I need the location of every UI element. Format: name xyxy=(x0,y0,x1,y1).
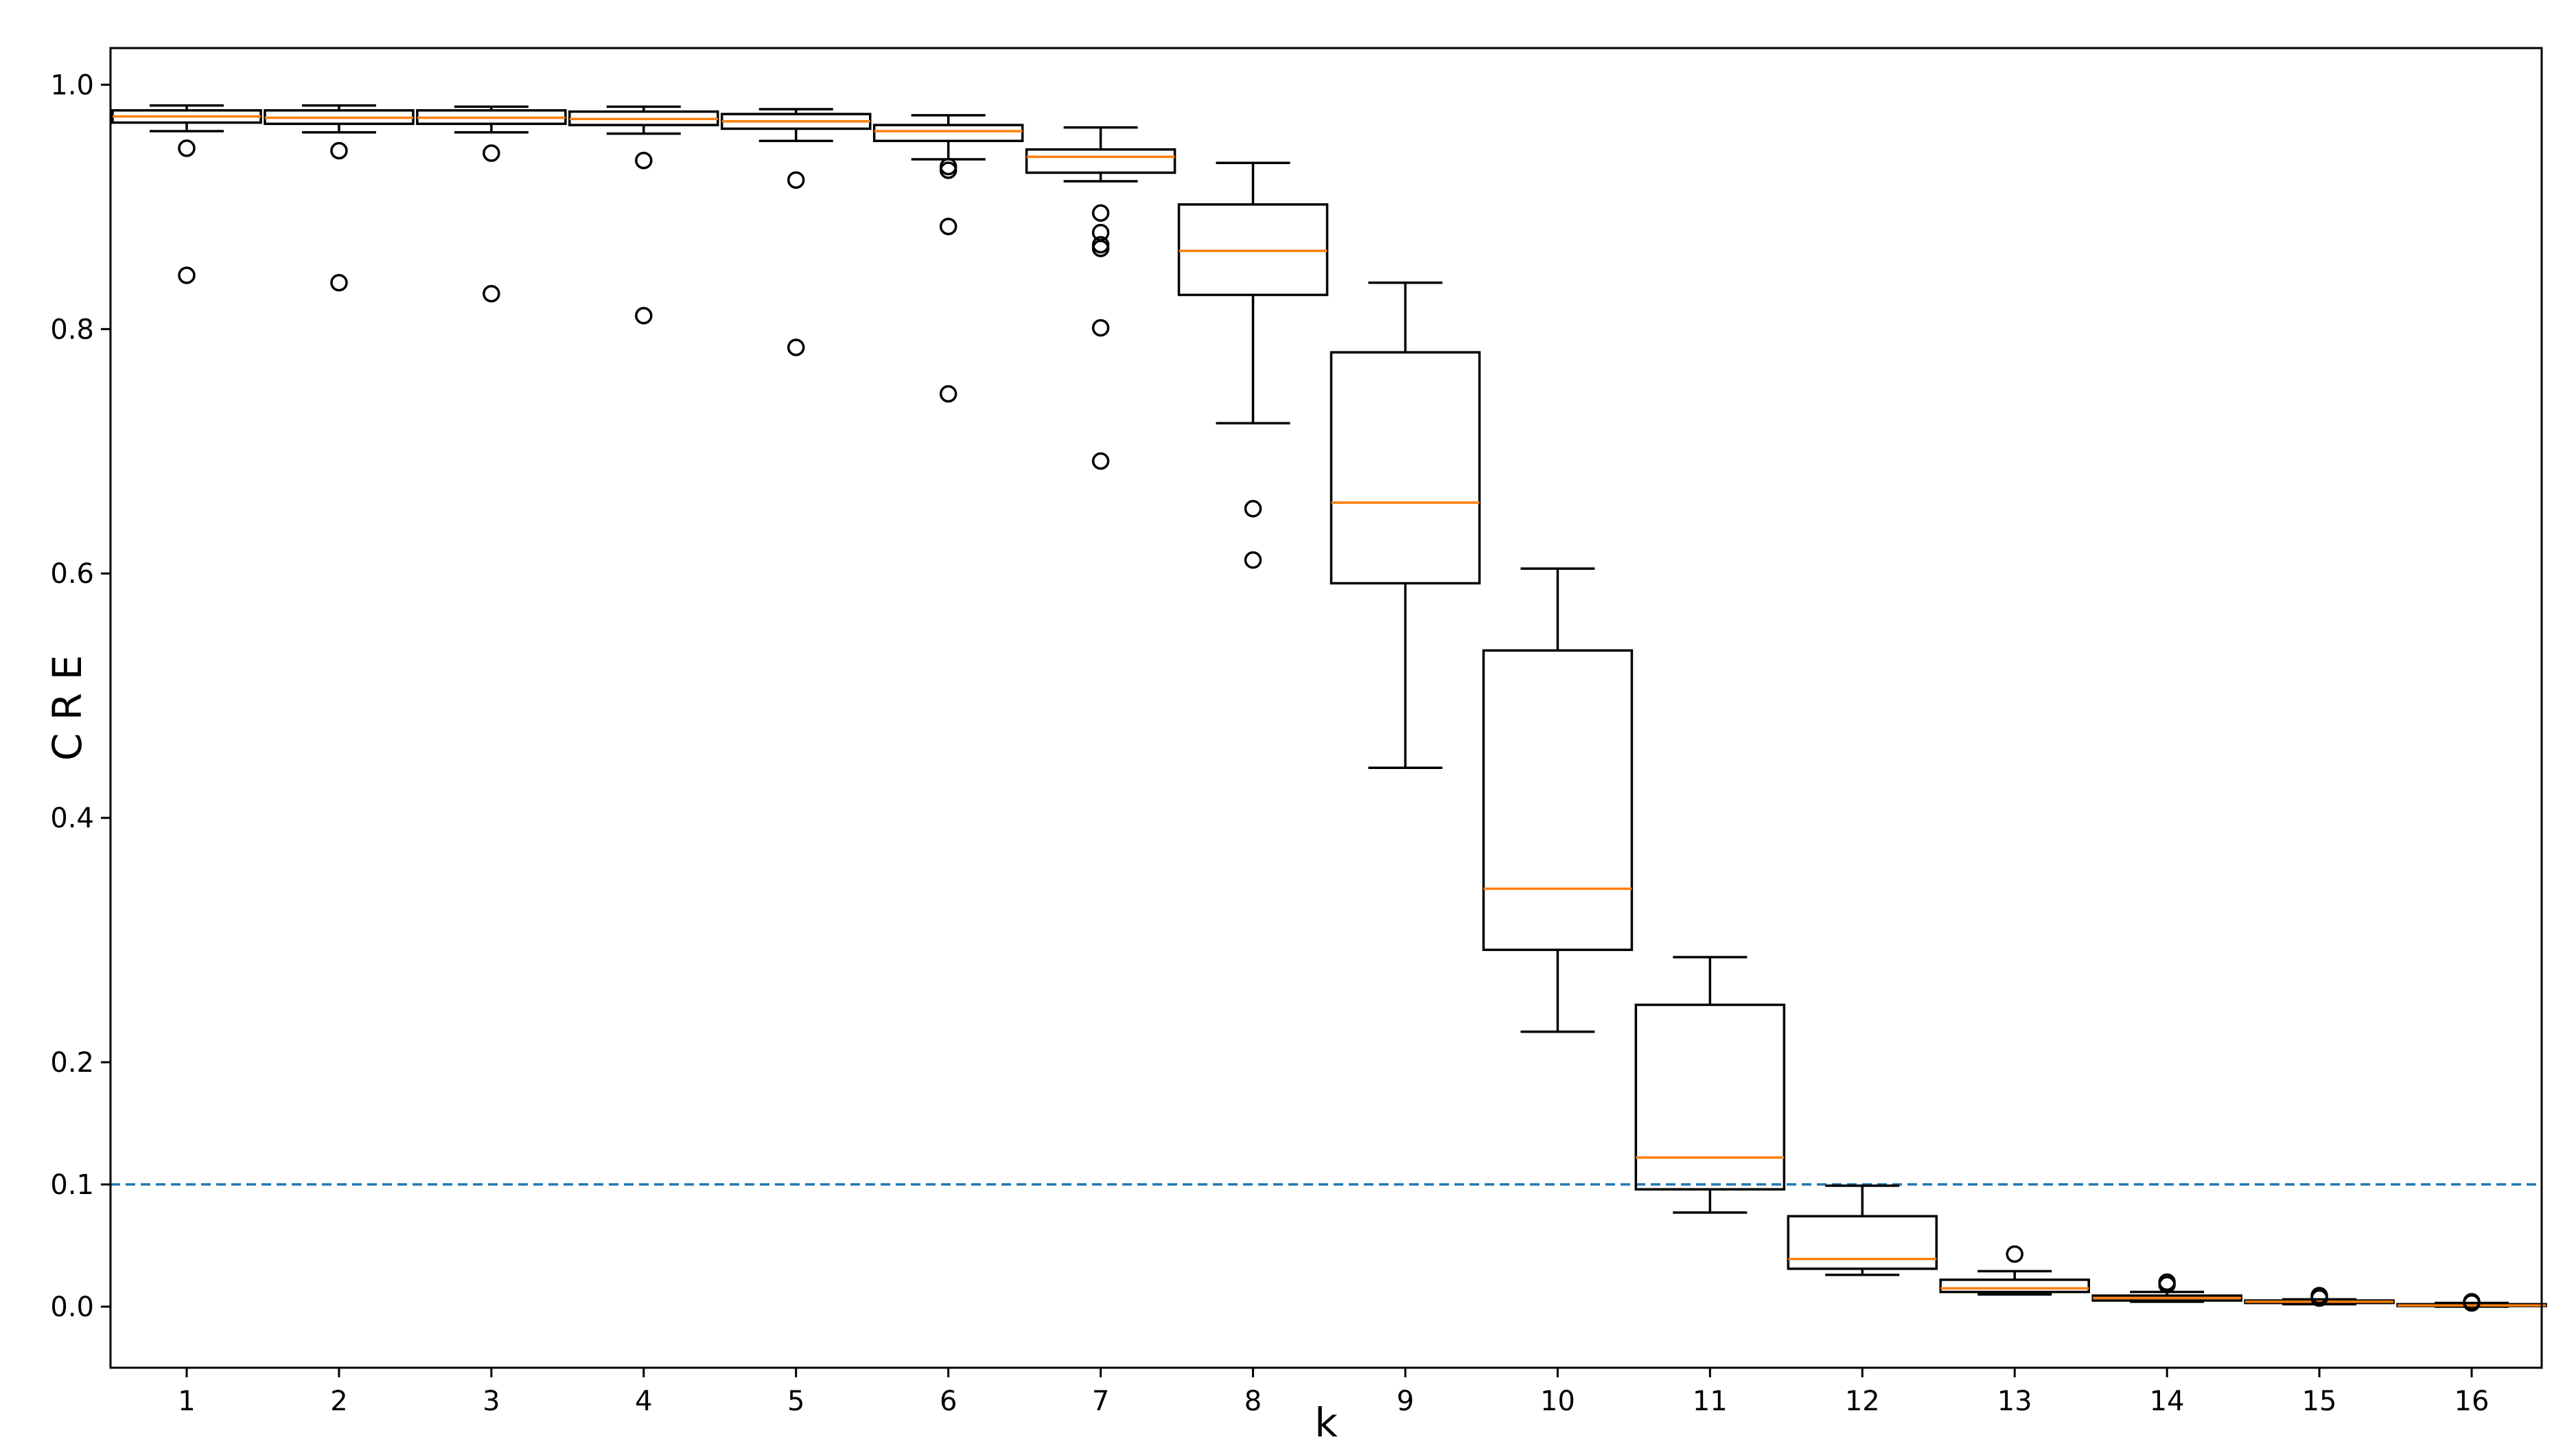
y-tick-label: 0.0 xyxy=(50,1292,94,1323)
x-tick-label: 9 xyxy=(1397,1386,1414,1417)
box-group-k5 xyxy=(720,108,872,356)
box-group-k8 xyxy=(1177,161,1329,569)
box-iqr xyxy=(1330,351,1481,585)
outlier-point xyxy=(330,273,348,292)
box-group-k10 xyxy=(1482,567,1634,1033)
y-tick-label: 1.0 xyxy=(50,69,94,101)
plot-frame xyxy=(109,47,2543,1369)
axes-layer: 0.00.10.20.40.60.81.01 2 3 4 5 6 7 8 9 10 11 12 13 14… xyxy=(50,47,2543,1417)
x-tick-label: 14 xyxy=(2150,1386,2185,1417)
box-group-k15 xyxy=(2244,1287,2395,1307)
x-tick-label: 7 xyxy=(1092,1386,1109,1417)
x-axis-title: k xyxy=(1314,1399,1338,1446)
box-group-k7 xyxy=(1025,126,1176,470)
box-group-k3 xyxy=(416,105,567,303)
x-tick-label: 8 xyxy=(1244,1386,1262,1417)
outlier-point xyxy=(330,141,348,160)
box-group-k1 xyxy=(111,104,262,284)
outlier-point xyxy=(178,266,196,284)
x-tick-label: 13 xyxy=(1997,1386,2032,1417)
outlier-point xyxy=(483,144,500,162)
outlier-point xyxy=(939,161,958,179)
x-tick-label: 1 xyxy=(178,1386,195,1417)
box-group-k12 xyxy=(1787,1184,1938,1276)
boxes-layer xyxy=(111,104,2547,1312)
outlier-point xyxy=(1244,551,1262,569)
box-group-k2 xyxy=(264,104,415,292)
outlier-point xyxy=(635,151,653,170)
box-group-k13 xyxy=(1939,1245,2090,1296)
outlier-point xyxy=(178,139,196,157)
box-group-k6 xyxy=(872,114,1024,403)
box-group-k16 xyxy=(2396,1293,2547,1312)
outlier-point xyxy=(1091,240,1110,257)
outlier-point xyxy=(1091,319,1110,337)
y-tick-label: 0.1 xyxy=(50,1169,94,1201)
outlier-point xyxy=(787,171,805,189)
y-axis-title: C R E xyxy=(44,655,91,761)
box-iqr xyxy=(872,124,1024,143)
x-tick-label: 12 xyxy=(1845,1386,1880,1417)
x-tick-label: 4 xyxy=(635,1386,652,1417)
box-group-k14 xyxy=(2091,1273,2242,1303)
outlier-point xyxy=(2310,1287,2328,1305)
outlier-point xyxy=(483,284,500,303)
outlier-point xyxy=(1244,500,1262,518)
y-tick-label: 0.4 xyxy=(50,803,94,834)
outlier-point xyxy=(635,306,653,325)
outlier-point xyxy=(939,385,958,403)
y-tick-label: 0.8 xyxy=(50,314,94,345)
x-tick-label: 11 xyxy=(1693,1386,1728,1417)
box-iqr xyxy=(1177,203,1329,297)
x-tick-label: 10 xyxy=(1540,1386,1575,1417)
box-iqr xyxy=(1939,1278,2090,1294)
box-group-k9 xyxy=(1330,281,1481,769)
outlier-point xyxy=(787,338,805,356)
x-tick-label: 2 xyxy=(330,1386,347,1417)
outlier-point xyxy=(939,218,958,236)
box-group-k11 xyxy=(1634,956,1786,1214)
x-tick-label: 16 xyxy=(2455,1386,2490,1417)
outlier-point xyxy=(1091,204,1110,222)
outlier-point xyxy=(1091,452,1110,470)
y-tick-label: 0.2 xyxy=(50,1047,94,1079)
box-iqr xyxy=(1025,148,1176,174)
box-iqr xyxy=(1482,649,1634,952)
box-iqr xyxy=(1787,1215,1938,1270)
outlier-point xyxy=(2006,1245,2023,1263)
x-tick-label: 3 xyxy=(483,1386,500,1417)
outlier-point xyxy=(2158,1273,2176,1292)
x-tick-label: 5 xyxy=(787,1386,804,1417)
box-group-k4 xyxy=(568,105,719,325)
box-iqr xyxy=(1634,1003,1786,1191)
outlier-point xyxy=(2463,1293,2481,1311)
x-tick-label: 15 xyxy=(2302,1386,2337,1417)
y-tick-label: 0.6 xyxy=(50,558,94,590)
x-tick-label: 6 xyxy=(940,1386,957,1417)
